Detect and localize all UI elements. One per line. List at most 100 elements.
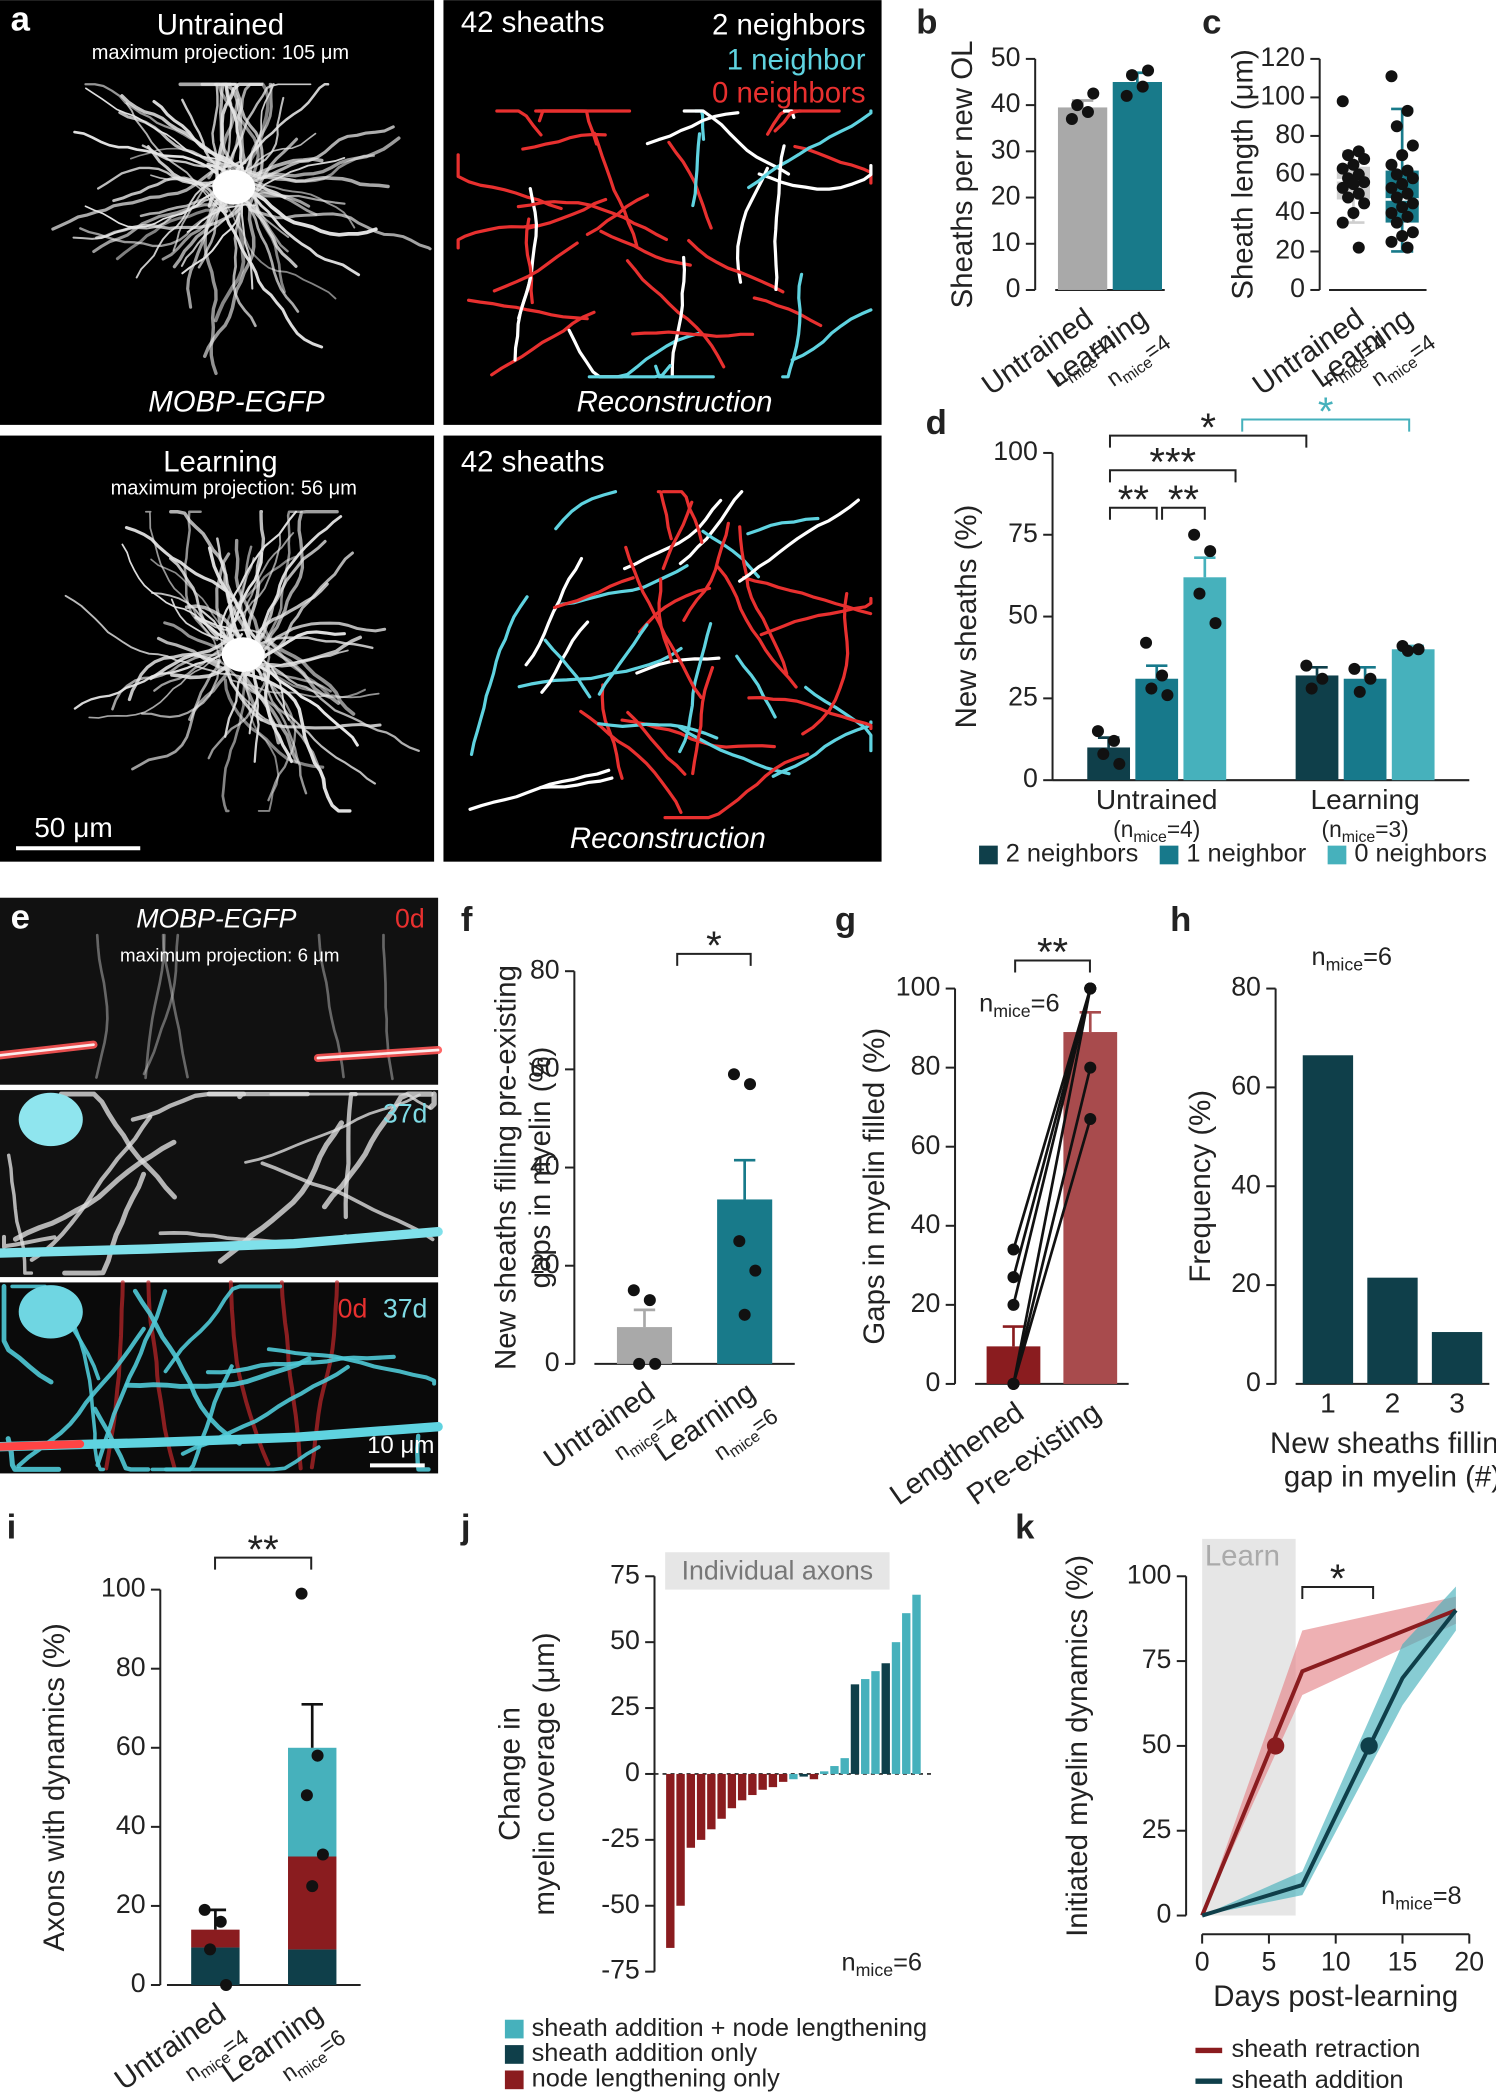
image-title: 42 sheaths — [461, 6, 605, 39]
sample-size: (nmice=3) — [1322, 816, 1409, 846]
fiber — [1, 1284, 54, 1385]
sample-size-sub: mice — [1342, 829, 1376, 846]
data-point — [1396, 230, 1409, 243]
significance-label: * — [1200, 406, 1216, 450]
data-point — [204, 1943, 217, 1956]
y-axis-label: Change in — [493, 1707, 526, 1841]
fiber — [599, 229, 692, 267]
significance-label: * — [1330, 1557, 1346, 1601]
panel-letter: a — [11, 1, 31, 39]
chart-panel: j -75 -50 -25 0 25 50 75 Change in myelin coverag… — [460, 1509, 935, 2093]
fiber — [625, 259, 726, 369]
sample-size: nmice=6 — [842, 1948, 923, 1980]
bar — [861, 1679, 870, 1774]
significance-label: ** — [1037, 931, 1068, 975]
fiber — [516, 200, 668, 242]
y-tick-label: 50 — [610, 1625, 640, 1655]
data-point — [1396, 149, 1409, 162]
fiber — [5, 1436, 62, 1472]
data-point — [1401, 104, 1414, 117]
fiber — [691, 665, 715, 776]
pair-line — [1012, 988, 1092, 1385]
y-tick-label: 0 — [1290, 273, 1305, 303]
panel-letter: g — [835, 901, 856, 939]
data-point — [1336, 95, 1349, 108]
fiber — [206, 1091, 247, 1100]
data-point — [1071, 99, 1084, 112]
fiber — [244, 660, 280, 812]
image-caption: MOBP-EGFP — [148, 385, 325, 418]
fiber — [225, 555, 297, 649]
fiber — [207, 98, 240, 180]
fiber — [169, 509, 253, 655]
header-label: Individual axons — [682, 1555, 874, 1585]
fiber — [801, 591, 850, 736]
legend-label: 1 neighbor — [1186, 840, 1306, 868]
y-tick-label: 10 — [991, 227, 1021, 257]
data-point — [1358, 176, 1371, 189]
data-point — [1161, 689, 1174, 702]
panel-letter: i — [7, 1509, 17, 1547]
fiber — [246, 510, 266, 632]
sample-size-rest: =8 — [1433, 1882, 1462, 1910]
fiber — [244, 672, 352, 813]
y-tick-label: 20 — [530, 1249, 560, 1279]
x-tick-label: 15 — [1388, 1947, 1418, 1977]
fiber — [622, 498, 723, 571]
fiber — [316, 1048, 440, 1060]
bar — [666, 1773, 675, 1948]
fiber — [51, 167, 219, 231]
legend-swatch — [504, 2070, 524, 2090]
x-tick-label: 0 — [1195, 1947, 1210, 1977]
line — [1201, 1608, 1458, 1918]
y-tick-label: -50 — [601, 1889, 640, 1919]
y-tick-label: -75 — [601, 1955, 640, 1985]
y-axis-label: Gaps in myelin filled (%) — [858, 1028, 891, 1345]
y-tick-label: 80 — [1231, 972, 1261, 1002]
data-point — [1385, 70, 1398, 83]
data-point — [198, 1903, 211, 1916]
y-tick-label: 60 — [116, 1731, 146, 1761]
x-tick-label: 1 — [1320, 1388, 1336, 1419]
data-point — [1385, 158, 1398, 171]
fiber — [469, 595, 529, 757]
fiber — [125, 102, 228, 214]
fiber — [466, 298, 589, 321]
fiber — [118, 110, 229, 168]
significance-label: ** — [1118, 478, 1149, 522]
bar — [830, 1766, 839, 1774]
bar — [727, 1773, 737, 1809]
bar — [778, 1773, 788, 1782]
image-title: Learning — [163, 445, 277, 478]
bar — [871, 1671, 880, 1774]
fiber — [245, 82, 270, 171]
data-point — [1140, 636, 1153, 649]
fiber — [183, 510, 219, 642]
y-tick-label: 40 — [530, 1151, 560, 1181]
sample-size-sub: mice — [993, 1001, 1031, 1021]
sample-size-sub: mice — [1133, 829, 1167, 846]
sample-size-sub: mice — [1395, 1893, 1433, 1913]
y-tick-label: 0 — [1246, 1367, 1261, 1397]
y-tick-label: 0 — [1157, 1899, 1172, 1929]
fiber — [735, 654, 777, 719]
fiber — [120, 94, 235, 165]
bar-segment — [191, 1947, 240, 1985]
y-tick-label: 60 — [911, 1130, 941, 1160]
x-tick-label: 10 — [1321, 1947, 1351, 1977]
sample-size-sub: mice — [856, 1960, 894, 1980]
data-point — [1084, 1061, 1097, 1074]
fiber — [759, 596, 873, 637]
fiber — [0, 1440, 85, 1451]
data-point — [1007, 1243, 1020, 1256]
fiber — [782, 109, 796, 120]
fiber — [490, 310, 596, 377]
fiber — [243, 635, 363, 668]
fiber — [691, 132, 702, 208]
data-point — [1406, 139, 1419, 152]
fiber — [678, 490, 744, 566]
fiber — [215, 658, 308, 795]
y-tick-label: 40 — [1231, 1169, 1261, 1199]
